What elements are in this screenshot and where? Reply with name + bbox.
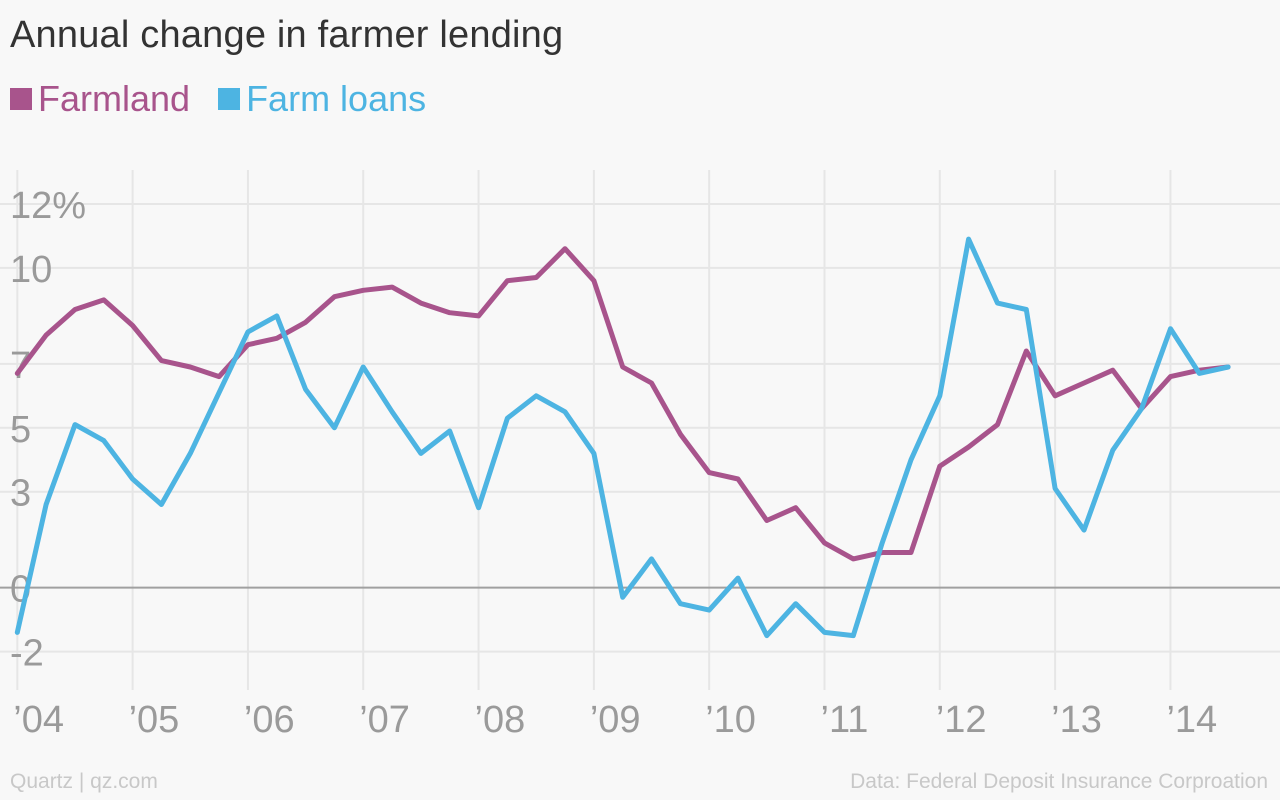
x-tick-label: ’09: [590, 699, 641, 741]
y-tick-label: 12%: [10, 185, 86, 227]
x-tick-label: ’08: [475, 699, 526, 741]
x-tick-label: ’05: [129, 699, 180, 741]
legend: Farmland Farm loans: [10, 78, 426, 120]
x-tick-label: ’07: [359, 699, 410, 741]
x-tick-label: ’04: [13, 699, 64, 741]
y-tick-label: 10: [10, 249, 52, 291]
legend-swatch-farm-loans: [218, 88, 241, 110]
series-line-farm-loans: [14, 236, 1231, 639]
legend-item-farmland: Farmland: [10, 78, 190, 120]
x-tick-label: ’11: [821, 699, 869, 741]
footer-source-left: Quartz | qz.com: [10, 770, 158, 793]
series-line-farmland: [14, 246, 1231, 562]
y-tick-label: 5: [10, 409, 31, 451]
series-lines: [14, 236, 1231, 639]
legend-item-farm-loans: Farm loans: [218, 78, 426, 120]
x-axis-ticks: ’04 ’05 ’06 ’07 ’08 ’09 ’10 ’11 ’12 ’13 ’14: [13, 699, 1217, 741]
x-tick-label: ’10: [705, 699, 756, 741]
x-tick-label: ’13: [1051, 699, 1102, 741]
legend-swatch-farmland: [10, 88, 32, 110]
y-tick-label: -2: [10, 633, 44, 675]
gridlines: [0, 170, 1280, 690]
legend-label-farm-loans: Farm loans: [246, 78, 427, 119]
legend-label-farmland: Farmland: [38, 78, 191, 119]
x-tick-label: ’06: [244, 699, 295, 741]
x-tick-label: ’12: [936, 699, 987, 741]
x-tick-label: ’14: [1166, 699, 1217, 741]
footer-source-right: Data: Federal Deposit Insurance Corproat…: [850, 770, 1268, 793]
y-tick-label: 3: [10, 473, 31, 515]
chart-title: Annual change in farmer lending: [10, 14, 564, 56]
